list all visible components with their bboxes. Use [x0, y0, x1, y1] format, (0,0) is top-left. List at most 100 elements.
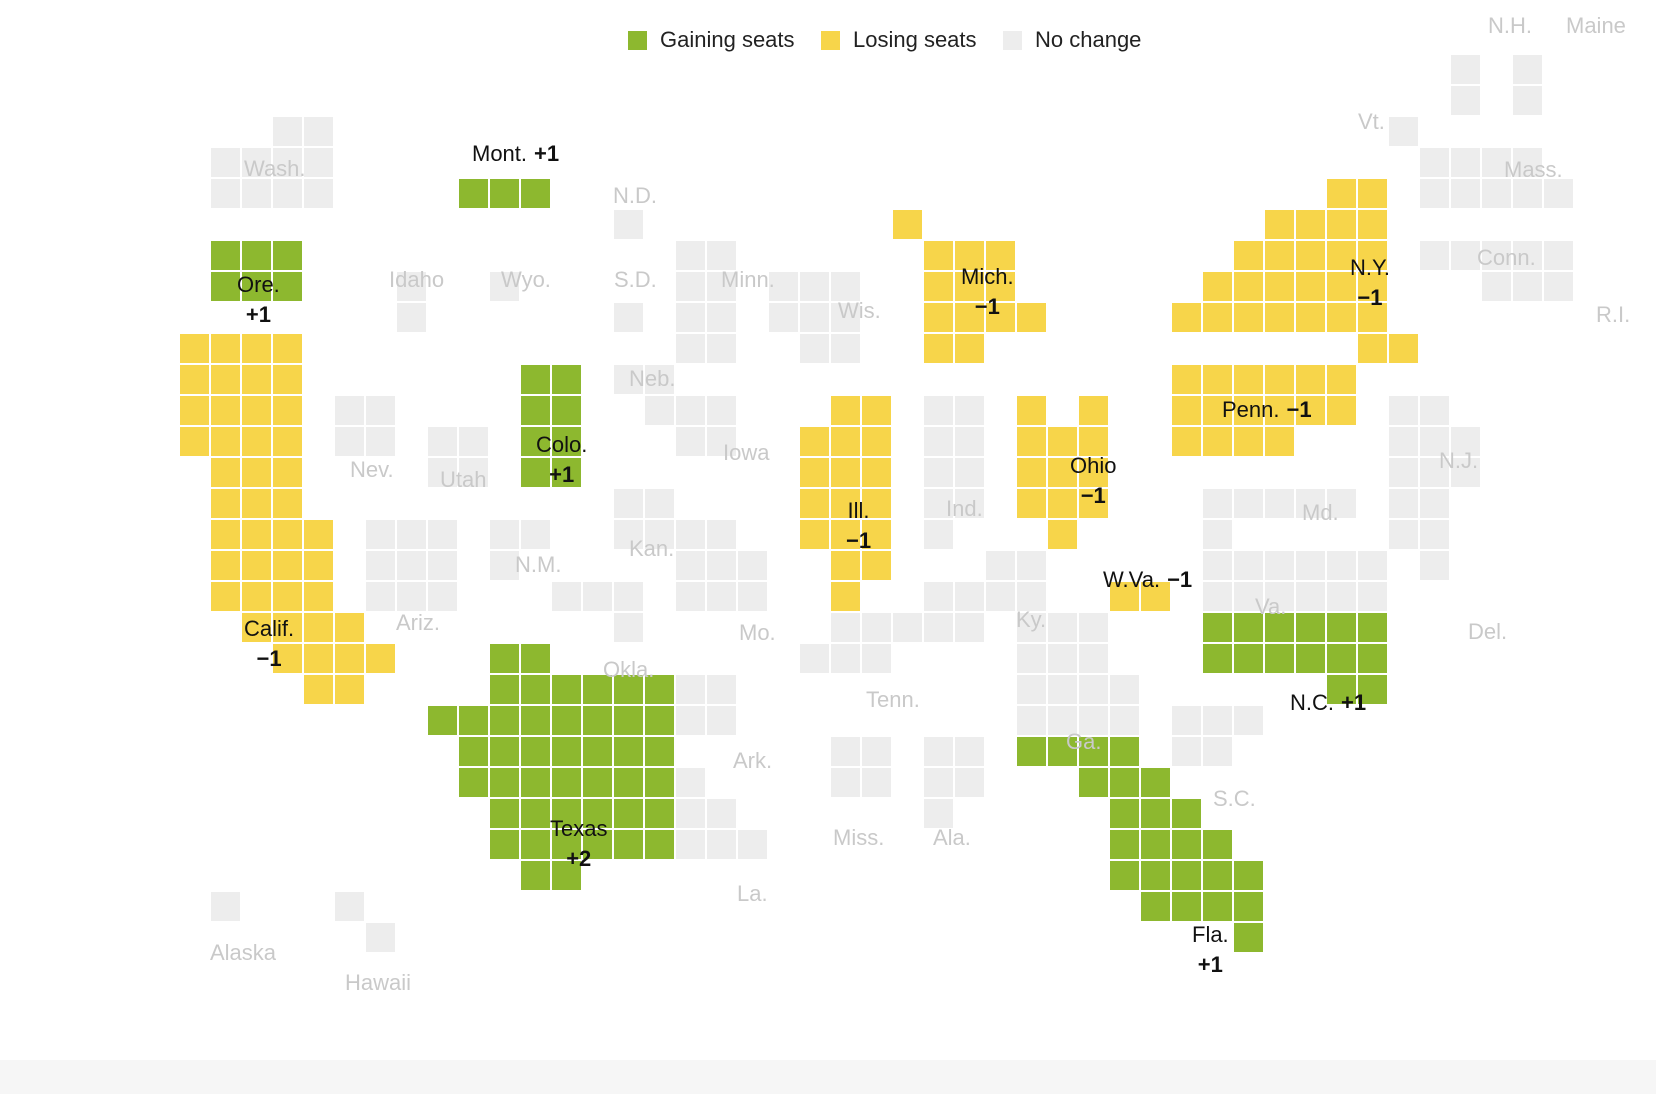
district-cell-texas — [490, 644, 519, 673]
district-cell-va — [1296, 582, 1325, 611]
district-cell-colo — [552, 396, 581, 425]
state-label-tenn: Tenn. — [866, 685, 920, 715]
district-cell-calif — [304, 644, 333, 673]
district-cell-calif — [273, 334, 302, 363]
state-name-va: Va. — [1255, 594, 1287, 619]
district-cell-texas — [521, 768, 550, 797]
district-cell-penn — [1203, 365, 1232, 394]
district-cell-texas — [459, 737, 488, 766]
district-cell-nm — [521, 520, 550, 549]
state-label-hawaii: Hawaii — [345, 968, 411, 998]
state-name-nm: N.M. — [515, 552, 562, 577]
district-cell-texas — [583, 768, 612, 797]
district-cell-neb — [645, 396, 674, 425]
district-cell-utah — [428, 458, 457, 487]
district-cell-sc — [1203, 706, 1232, 735]
district-cell-calif — [211, 427, 240, 456]
state-label-wva: W.Va. −1 — [1103, 565, 1192, 595]
district-cell-calif — [273, 365, 302, 394]
district-cell-penn — [1265, 365, 1294, 394]
district-cell-ind — [955, 427, 984, 456]
district-cell-calif — [180, 365, 209, 394]
district-cell-ark — [676, 706, 705, 735]
district-cell-nc — [1203, 644, 1232, 673]
district-cell-nc — [1296, 644, 1325, 673]
state-name-vt: Vt. — [1358, 109, 1385, 134]
district-cell-fla — [1172, 830, 1201, 859]
district-cell-ind — [955, 396, 984, 425]
district-cell-wis — [800, 303, 829, 332]
district-cell-ohio — [1079, 427, 1108, 456]
district-cell-minn — [676, 303, 705, 332]
district-cell-fla — [1172, 861, 1201, 890]
state-label-nj: N.J. — [1439, 446, 1478, 476]
district-cell-minn — [707, 272, 736, 301]
district-cell-calif — [273, 613, 302, 642]
district-cell-ny — [1358, 179, 1387, 208]
district-cell-ga — [1048, 613, 1077, 642]
district-cell-mass — [1544, 179, 1573, 208]
district-cell-texas — [645, 768, 674, 797]
state-name-ill: Ill. — [847, 498, 870, 523]
district-cell-ind — [924, 489, 953, 518]
state-name-nd: N.D. — [613, 183, 657, 208]
state-name-fla: Fla. — [1192, 922, 1229, 947]
district-cell-calif — [273, 489, 302, 518]
district-cell-texas — [521, 675, 550, 704]
district-cell-wash — [304, 148, 333, 177]
district-cell-colo — [521, 427, 550, 456]
district-cell-ill — [831, 396, 860, 425]
district-cell-mich — [924, 272, 953, 301]
district-cell-wash — [273, 148, 302, 177]
district-cell-fla — [1234, 923, 1263, 952]
district-cell-wash — [304, 117, 333, 146]
seat-change-colo: +1 — [549, 462, 575, 487]
district-cell-miss — [862, 768, 891, 797]
district-cell-ala — [955, 737, 984, 766]
district-cell-texas — [459, 768, 488, 797]
district-cell-iowa — [707, 396, 736, 425]
district-cell-texas — [614, 706, 643, 735]
district-cell-ny — [1358, 303, 1387, 332]
state-label-mich: Mich. −1 — [961, 262, 1014, 322]
district-cell-ill — [862, 396, 891, 425]
district-cell-ny — [1172, 303, 1201, 332]
district-cell-ariz — [397, 582, 426, 611]
state-name-maine: Maine — [1566, 13, 1626, 38]
district-cell-calif — [180, 396, 209, 425]
district-cell-va — [1296, 551, 1325, 580]
district-cell-ill — [862, 551, 891, 580]
district-cell-ala — [924, 768, 953, 797]
district-cell-mo — [676, 551, 705, 580]
district-cell-ill — [862, 520, 891, 549]
state-name-hawaii: Hawaii — [345, 970, 412, 995]
district-cell-fla — [1048, 737, 1077, 766]
district-cell-texas — [490, 675, 519, 704]
district-cell-penn — [1296, 396, 1325, 425]
district-cell-ny — [1234, 303, 1263, 332]
district-cell-ny — [1327, 241, 1356, 270]
district-cell-ny — [1296, 272, 1325, 301]
district-cell-ga — [1017, 613, 1046, 642]
district-cell-calif — [211, 365, 240, 394]
district-cell-fla — [1079, 737, 1108, 766]
district-cell-ga — [1017, 706, 1046, 735]
district-cell-penn — [1172, 396, 1201, 425]
district-cell-ga — [1079, 613, 1108, 642]
district-cell-ill — [800, 489, 829, 518]
district-cell-mich — [893, 210, 922, 239]
district-cell-texas — [490, 737, 519, 766]
district-cell-tenn — [862, 613, 891, 642]
district-cell-ark — [676, 675, 705, 704]
district-cell-nj — [1389, 427, 1418, 456]
district-cell-mo — [707, 551, 736, 580]
district-cell-fla — [1234, 861, 1263, 890]
district-cell-ga — [1079, 675, 1108, 704]
district-cell-nj — [1389, 458, 1418, 487]
state-name-tenn: Tenn. — [866, 687, 920, 712]
district-cell-tenn — [831, 613, 860, 642]
district-cell-calif — [366, 644, 395, 673]
state-name-calif: Calif. — [244, 616, 295, 641]
district-cell-nj — [1420, 489, 1449, 518]
district-cell-nc — [1234, 613, 1263, 642]
